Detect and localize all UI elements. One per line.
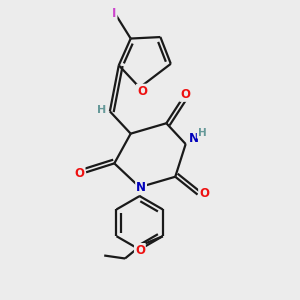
Text: O: O [137, 85, 147, 98]
Text: O: O [180, 88, 190, 101]
Text: N: N [189, 132, 199, 145]
Text: O: O [75, 167, 85, 180]
Text: N: N [136, 181, 146, 194]
Text: I: I [112, 7, 116, 20]
Text: H: H [198, 128, 206, 138]
Text: H: H [97, 105, 106, 115]
Text: O: O [199, 187, 209, 200]
Text: O: O [135, 244, 145, 257]
